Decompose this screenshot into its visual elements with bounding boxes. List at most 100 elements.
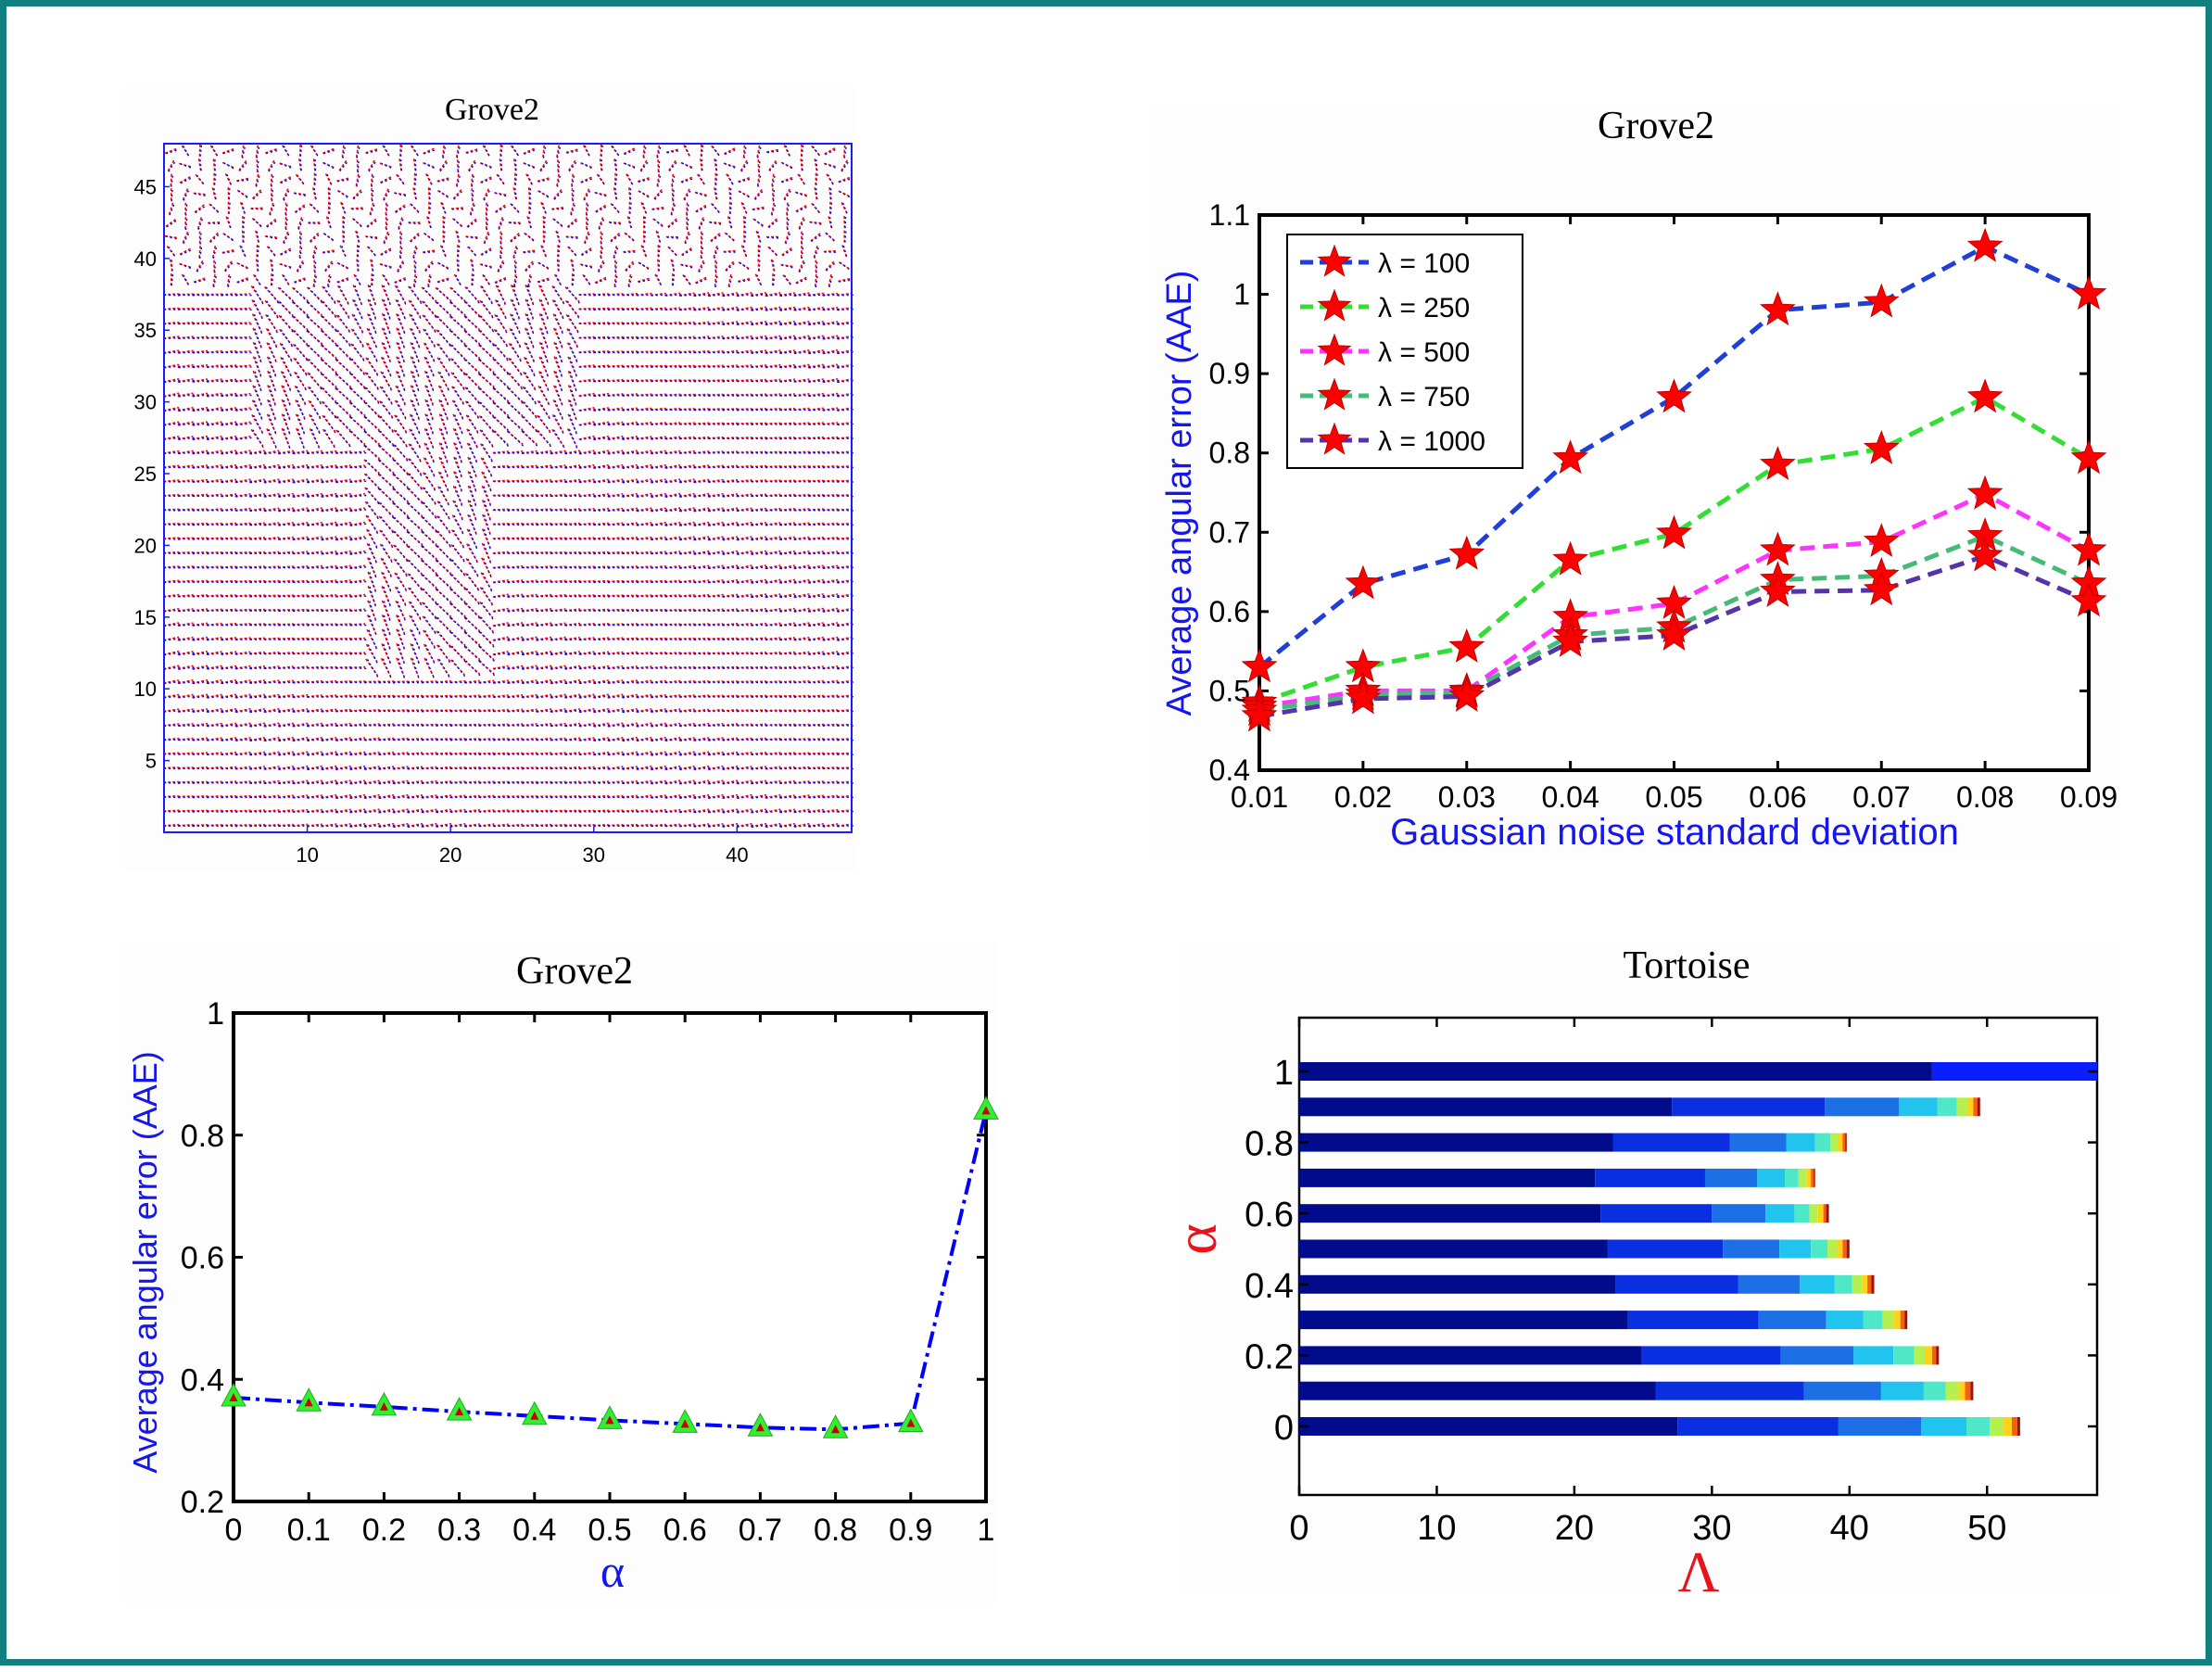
tortoise-bar-segment [1655,1381,1804,1400]
quiver-x-tick-label: 40 [726,843,748,867]
tortoise-bar-segment [1893,1311,1901,1330]
tortoise-bar-segment [1758,1311,1826,1330]
quiver-y-tick-label: 30 [134,391,157,414]
quiver-y-tick-labels: 5 10 15 20 25 30 35 40 45 [134,175,170,773]
noise-y-tick-label: 1.1 [1209,198,1250,232]
alpha-point-marker-center [981,1106,991,1115]
tortoise-bar-segment [1786,1133,1815,1152]
tortoise-bar-segment [1882,1311,1894,1330]
tortoise-bar-segment [1780,1346,1854,1365]
noise-point-marker [1552,439,1589,475]
noise-legend-marker [1317,333,1352,366]
tortoise-bar-segment [1794,1204,1810,1223]
alpha-x-tick-label: 0.4 [512,1513,556,1548]
quiver-y-tick-label: 20 [134,534,157,557]
alpha-y-tick-label: 0.4 [181,1362,224,1398]
tortoise-bar-segment [1299,1311,1628,1330]
noise-x-tick-label: 0.07 [1852,780,1910,814]
noise-x-tick-label: 0.02 [1334,780,1392,814]
tortoise-bar-segment [1811,1168,1814,1187]
alpha-x-tick-label: 0.3 [437,1513,481,1548]
alpha-chart-title: Grove2 [516,950,633,993]
tortoise-bar-segment [1893,1346,1915,1365]
alpha-point-marker-center [831,1425,841,1434]
noise-point-marker [1345,679,1382,715]
tortoise-bar-segment [1738,1274,1801,1294]
quiver-y-tick-label: 10 [134,678,157,701]
alpha-point-marker-center [530,1411,539,1420]
noise-y-tick-label: 0.9 [1209,357,1250,390]
noise-legend-marker [1317,288,1352,322]
noise-legend-marker [1317,422,1352,455]
quiver-field-red [163,144,853,828]
tortoise-bar-segment [1842,1133,1846,1152]
tortoise-bar-segment [1867,1274,1872,1294]
tortoise-bar-segment [1838,1133,1843,1152]
noise-point-marker [1966,475,2003,510]
tortoise-bar-segment [1936,1346,1940,1365]
tortoise-bar-segment [1823,1204,1826,1223]
alpha-y-axis-label: Average angular error (AAE) [126,1051,164,1474]
noise-legend-label: λ = 500 [1378,337,1470,368]
noise-point-marker [1863,571,1900,606]
tortoise-bar-segment [1973,1097,1978,1117]
alpha-point-marker-center [304,1398,313,1407]
tortoise-bar-segment [1677,1417,1839,1436]
tortoise-bar-segment [1600,1204,1713,1223]
tortoise-bar-segment [1862,1274,1868,1294]
tortoise-bar-segment [1712,1204,1766,1223]
noise-x-tick-label: 0.01 [1231,780,1288,814]
quiver-y-tick-label: 25 [134,462,157,486]
tortoise-plot-area: 0 10 20 30 40 50 0 0.2 0.4 0.6 0.8 1 [1245,1016,2099,1548]
tortoise-bar-segment [2016,1417,2020,1436]
alpha-point-marker-center [680,1419,689,1428]
tortoise-bar-segment [1990,1417,2003,1436]
tortoise-x-tick-label: 40 [1830,1509,1869,1548]
noise-point-marker [1552,540,1589,576]
noise-point-marker [2070,582,2107,617]
tortoise-x-tick-label: 0 [1289,1509,1308,1548]
tortoise-bar-segment [1757,1168,1785,1187]
tortoise-bar-segment [1837,1239,1843,1259]
noise-point-marker [1759,446,1796,481]
quiver-arrows [163,144,853,828]
noise-point-marker [2070,439,2107,475]
tortoise-bar-segment [1827,1239,1838,1259]
tortoise-bar-segment [1838,1417,1921,1436]
noise-x-tick-label: 0.04 [1541,780,1599,814]
quiver-title: Grove2 [445,93,539,127]
alpha-x-tick-label: 0.7 [739,1513,782,1548]
noise-legend-marker [1317,377,1352,411]
noise-point-marker [1759,573,1796,607]
tortoise-bar-segment [1845,1133,1847,1152]
alpha-point-marker-center [605,1415,614,1425]
tortoise-bar-segment [1806,1168,1812,1187]
noise-point-marker [1345,564,1382,600]
tortoise-bar-segment [1977,1097,1980,1117]
tortoise-bar-segment [1846,1239,1850,1259]
tortoise-bar-segment [1937,1097,1957,1117]
tortoise-bar-segment [1299,1346,1642,1365]
quiver-y-tick-label: 40 [134,247,157,271]
tortoise-bar-segment [1956,1097,1968,1117]
quiver-field-blue [164,145,853,828]
alpha-y-tick-label: 0.8 [181,1119,224,1154]
tortoise-bar-segment [1958,1381,1966,1400]
noise-point-marker [1448,677,1485,712]
tortoise-bar-segment [1970,1381,1974,1400]
noise-point-marker [1863,429,1900,464]
alpha-x-tick-label: 0.6 [664,1513,707,1548]
tortoise-bar-segment [1853,1346,1894,1365]
tortoise-bar-segment [1729,1133,1787,1152]
tortoise-bar-segment [1852,1274,1863,1294]
tortoise-bar-segment [2003,1417,2012,1436]
tortoise-bar-segment [1704,1168,1758,1187]
noise-point-marker [1241,648,1278,683]
tortoise-bar-segment [1826,1204,1829,1223]
tortoise-y-tick-label: 0.2 [1245,1337,1294,1376]
noise-point-marker [2070,275,2107,310]
quiver-x-tick-label: 10 [296,843,318,867]
tortoise-bar-segment [1809,1204,1818,1223]
tortoise-bar-chart: Tortoise 0 10 20 30 40 50 0 0.2 0.4 0.6 0.8 1 Λ α [1163,944,2099,1604]
tortoise-bar-segment [1779,1239,1812,1259]
